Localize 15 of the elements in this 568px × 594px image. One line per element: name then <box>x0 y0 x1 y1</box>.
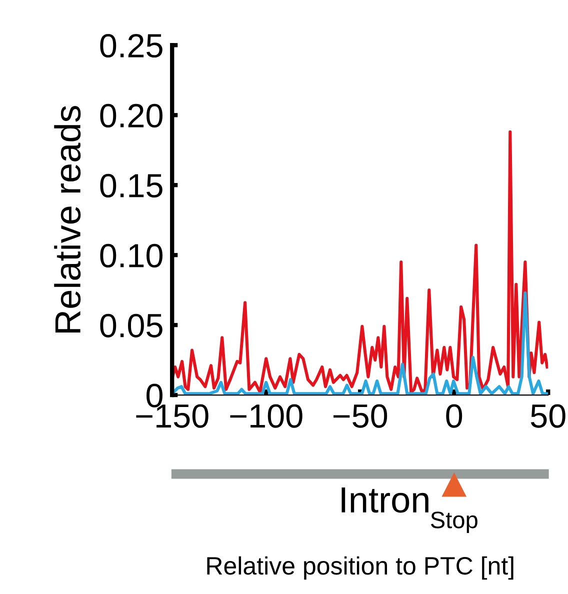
line-series <box>172 130 548 394</box>
y-tick-label: 0.10 <box>100 244 162 268</box>
y-axis-title: Relative reads <box>54 106 81 333</box>
x-tick-label: 50 <box>530 404 566 428</box>
x-tick-label: −50 <box>333 404 388 428</box>
x-tick-label: 0 <box>446 404 462 428</box>
text: Stop <box>430 512 478 534</box>
y-tick-label: 0.05 <box>100 314 162 338</box>
y-tick-label: 0.20 <box>100 104 162 128</box>
text: Relative position to PTC [nt] <box>207 556 514 580</box>
line-series <box>172 291 548 396</box>
y-tick-label: 0.15 <box>100 174 162 198</box>
x-tick-label: −100 <box>230 404 302 428</box>
text: Intron <box>342 487 428 513</box>
y-tick-label: 0.25 <box>100 34 162 58</box>
